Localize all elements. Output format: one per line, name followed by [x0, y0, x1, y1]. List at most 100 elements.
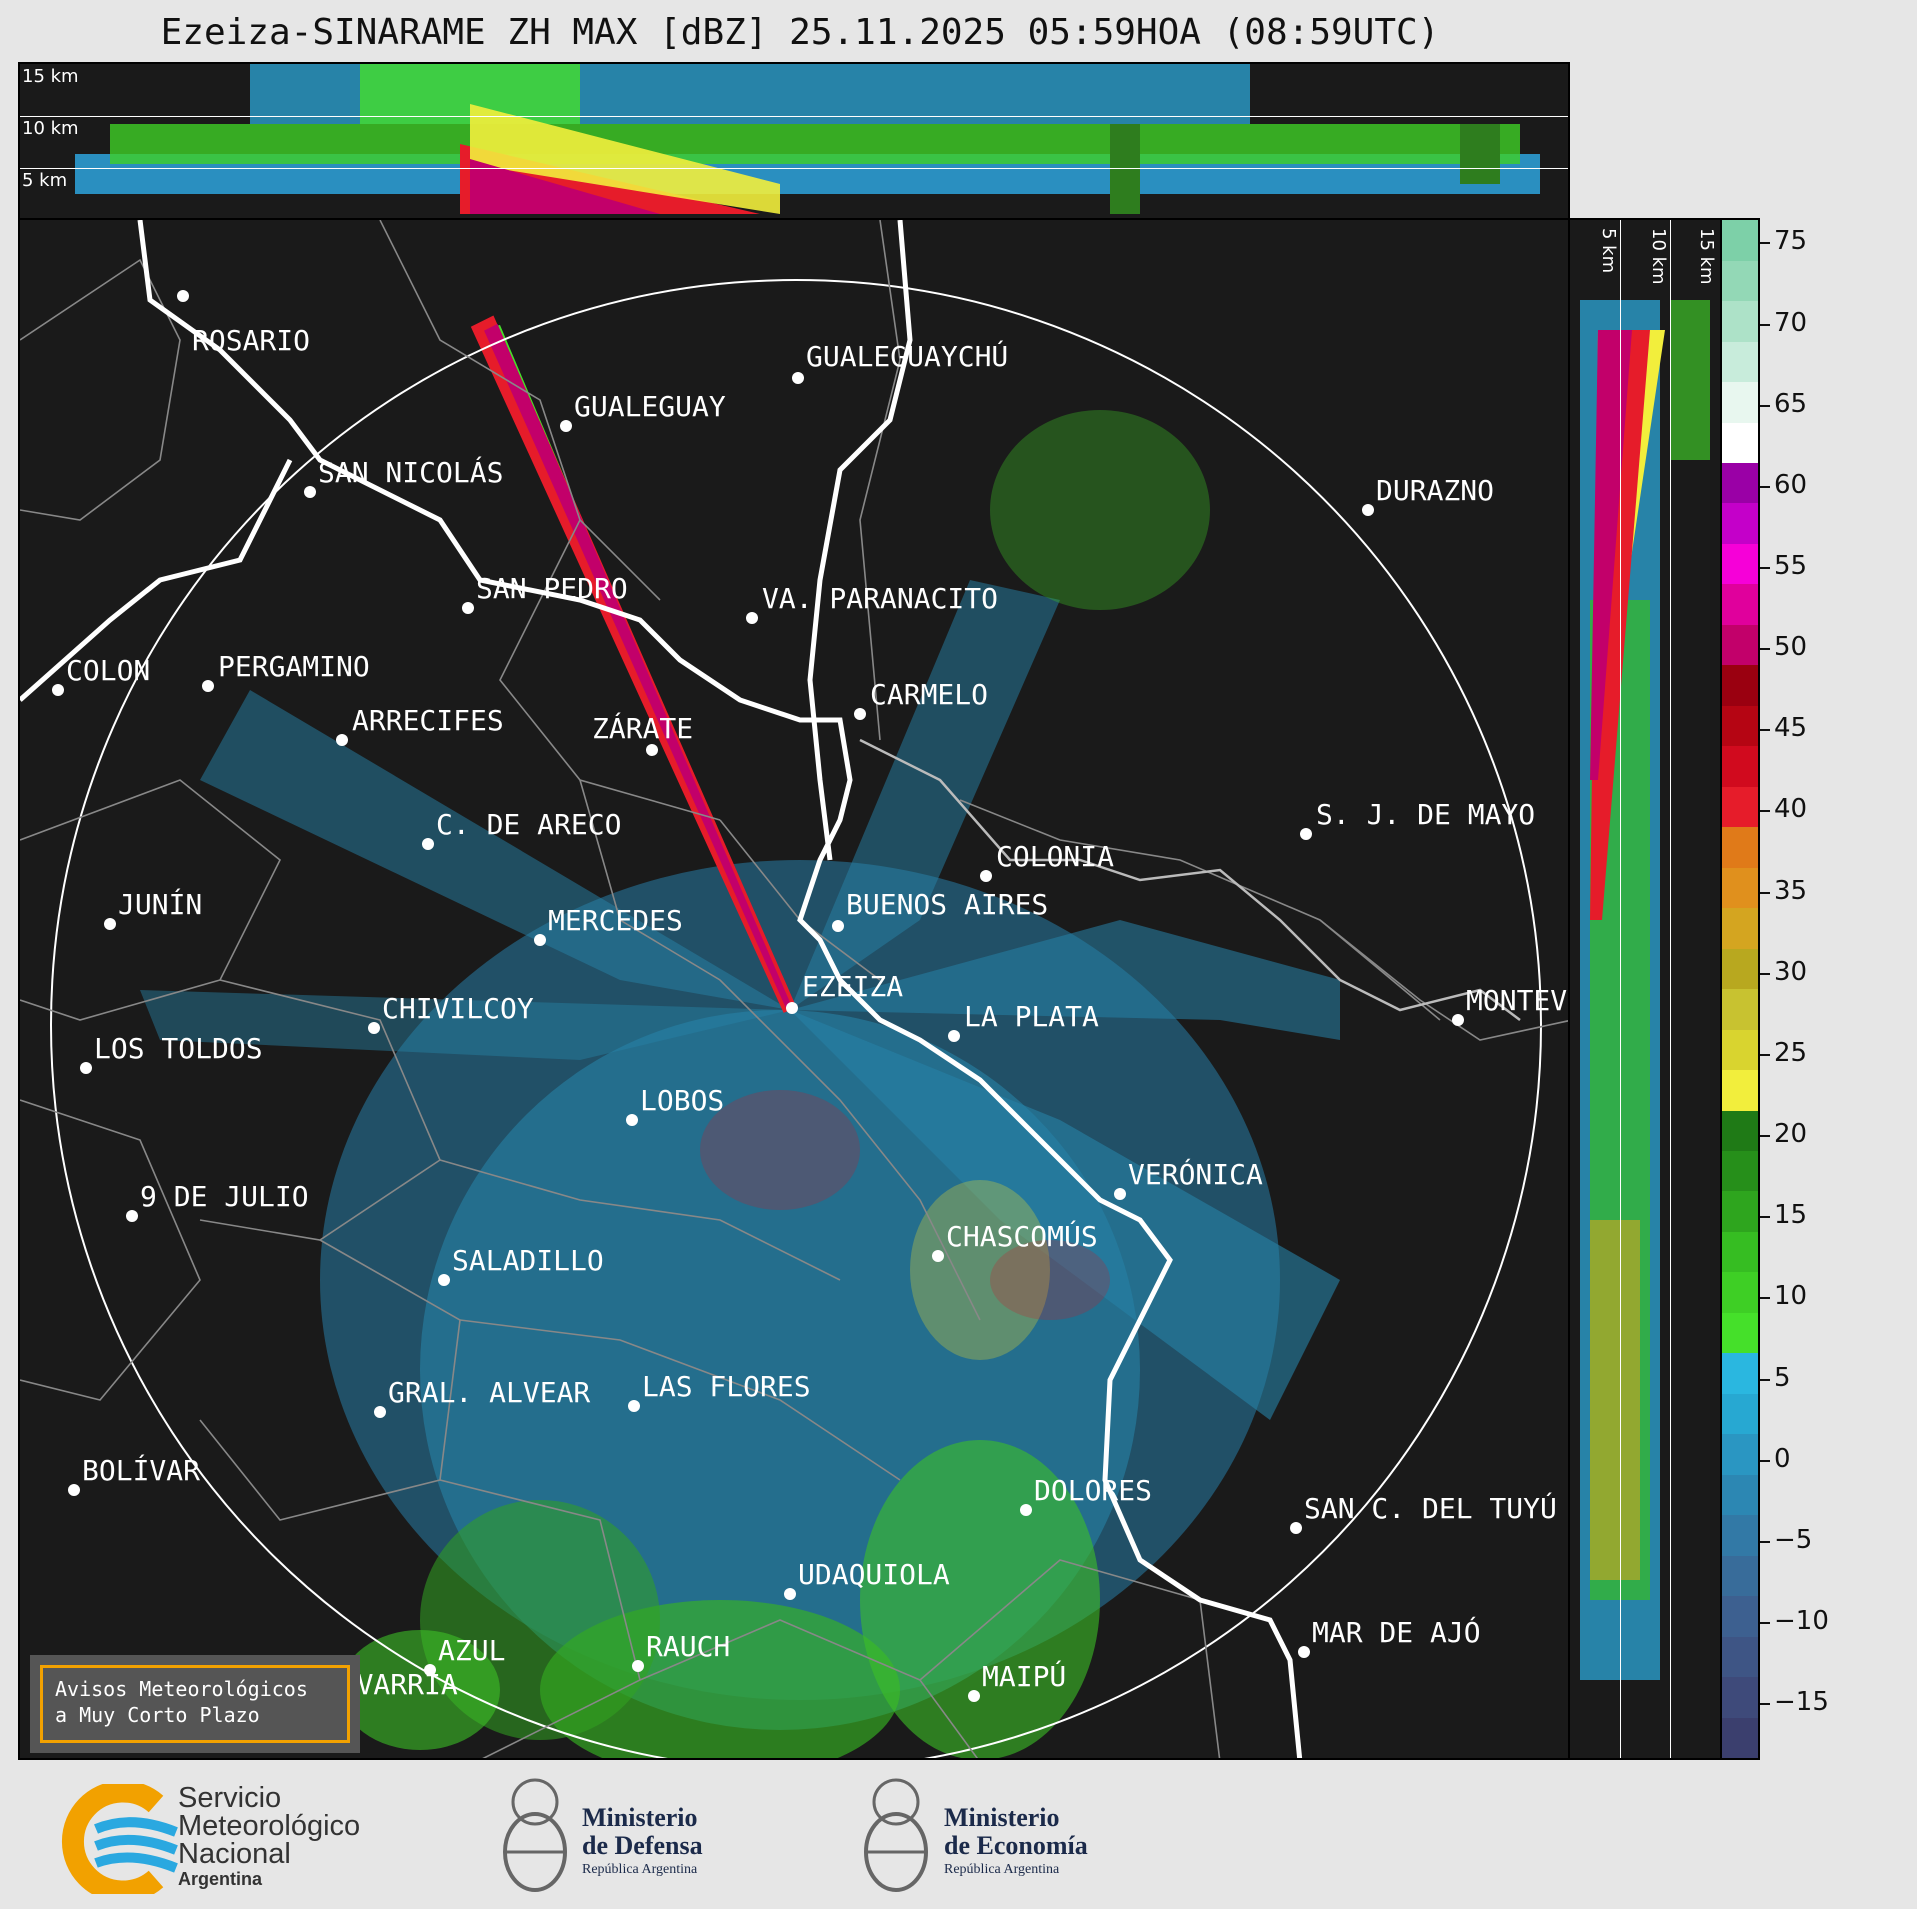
colorbar-tick-mark	[1760, 1703, 1770, 1706]
colorbar-tick-mark	[1760, 810, 1770, 813]
city-label: S. J. DE MAYO	[1316, 798, 1535, 831]
colorbar-tick-mark	[1760, 1216, 1770, 1219]
colorbar-segment	[1722, 543, 1758, 585]
colorbar-tick-label: 40	[1774, 794, 1808, 825]
colorbar-segment	[1722, 1110, 1758, 1151]
side-cross-section-panel: 5 km 10 km 15 km	[1568, 218, 1722, 1760]
city-label: 9 DE JULIO	[140, 1180, 309, 1213]
city-label: ARRECIFES	[352, 704, 504, 737]
colorbar-tick-mark	[1760, 1622, 1770, 1625]
colorbar-segment	[1722, 584, 1758, 625]
colorbar-segment	[1722, 1515, 1758, 1556]
side-label-15km: 15 km	[1696, 228, 1717, 285]
colorbar-tick-label: −10	[1774, 1606, 1829, 1637]
colorbar-tick-label: 30	[1774, 956, 1808, 987]
smn-name-line-1: Servicio	[178, 1782, 282, 1814]
colorbar-segment	[1722, 1596, 1758, 1637]
page-title: Ezeiza-SINARAME ZH MAX [dBZ] 25.11.2025 …	[160, 12, 1440, 53]
colorbar-segment	[1722, 1312, 1758, 1354]
colorbar-segment	[1722, 624, 1758, 666]
city-label: MONTEVIDEO	[1466, 984, 1570, 1017]
colorbar-segment	[1722, 1231, 1758, 1273]
colorbar-tick-label: 10	[1774, 1281, 1808, 1312]
colorbar-segment	[1722, 1029, 1758, 1071]
colorbar-segment	[1722, 867, 1758, 909]
admin-borders	[20, 220, 1568, 1758]
notice-line-1: Avisos Meteorológicos	[55, 1677, 308, 1701]
city-label: GRAL. ALVEAR	[388, 1376, 590, 1409]
uruguay-coast	[859, 738, 1521, 1021]
economia-line-1: Ministerio	[944, 1803, 1060, 1832]
coat-of-arms-icon	[503, 1778, 567, 1892]
city-label: C. DE ARECO	[436, 808, 621, 841]
smn-logo-icon	[62, 1784, 178, 1894]
city-label: ZÁRATE	[592, 711, 693, 745]
colorbar-tick-label: 60	[1774, 469, 1808, 500]
city-label: BUENOS AIRES	[846, 888, 1048, 921]
city-label: PERGAMINO	[218, 650, 370, 683]
city-label: LA PLATA	[964, 1000, 1099, 1033]
city-label: SAN C. DEL TUYÚ	[1304, 1491, 1557, 1525]
colorbar-tick-label: 65	[1774, 388, 1808, 419]
colorbar-segment	[1722, 665, 1758, 706]
colorbar-segment	[1722, 422, 1758, 463]
colorbar-tick-mark	[1760, 485, 1770, 488]
colorbar-segment	[1722, 463, 1758, 504]
top-label-10km: 10 km	[22, 118, 79, 139]
footer: Servicio Meteorológico Nacional Argentin…	[0, 1762, 1917, 1909]
colorbar-segment	[1722, 746, 1758, 787]
colorbar-tick-label: 55	[1774, 550, 1808, 581]
colorbar-segment	[1722, 1191, 1758, 1232]
economia-line-2: de Economía	[944, 1831, 1088, 1860]
city-label: RAUCH	[646, 1630, 730, 1663]
side-gridline-5km	[1620, 220, 1621, 1758]
colorbar-tick-mark	[1760, 1378, 1770, 1381]
city-label: DURAZNO	[1376, 474, 1494, 507]
city-label: JUNÍN	[118, 887, 202, 921]
colorbar-segment	[1722, 1555, 1758, 1597]
warning-notice-box[interactable]: Avisos Meteorológicos a Muy Corto Plazo	[30, 1655, 360, 1753]
city-label: COLONIA	[996, 840, 1114, 873]
smn-name-line-2: Meteorológico	[178, 1810, 361, 1842]
side-label-10km: 10 km	[1648, 228, 1669, 285]
colorbar-segment	[1722, 948, 1758, 990]
colorbar-tick-mark	[1760, 648, 1770, 651]
colorbar-segment	[1722, 827, 1758, 868]
smn-name-line-4: Argentina	[178, 1869, 263, 1889]
colorbar-tick-label: 20	[1774, 1119, 1808, 1150]
colorbar-segment	[1722, 1434, 1758, 1475]
colorbar-segment	[1722, 503, 1758, 544]
city-label: BOLÍVAR	[82, 1453, 200, 1487]
city-label: EZEIZA	[802, 970, 903, 1003]
colorbar-tick-mark	[1760, 729, 1770, 732]
side-gridline-10km	[1670, 220, 1671, 1758]
city-label: ROSARIO	[192, 324, 310, 357]
colorbar-tick-mark	[1760, 1459, 1770, 1462]
city-label: MAR DE AJÓ	[1312, 1615, 1481, 1649]
colorbar-segment	[1722, 260, 1758, 302]
colorbar-tick-mark	[1760, 323, 1770, 326]
defensa-line-2: de Defensa	[582, 1831, 703, 1860]
range-ring	[50, 279, 1542, 1758]
city-label: CHIVILCOY	[382, 992, 534, 1025]
colorbar-tick-mark	[1760, 1053, 1770, 1056]
colorbar-tick-label: 35	[1774, 875, 1808, 906]
city-label: VERÓNICA	[1128, 1157, 1263, 1191]
colorbar-segment	[1722, 1717, 1758, 1758]
city-label: CHASCOMÚS	[946, 1219, 1098, 1253]
colorbar-segment	[1722, 1070, 1758, 1111]
side-label-5km: 5 km	[1598, 228, 1619, 274]
colorbar-tick-mark	[1760, 1135, 1770, 1138]
top-label-5km: 5 km	[22, 170, 68, 191]
colorbar-segment	[1722, 1272, 1758, 1313]
echo-field	[140, 410, 1340, 1758]
city-label: COLON	[66, 654, 150, 687]
smn-name-line-3: Nacional	[178, 1838, 291, 1870]
city-label: DOLORES	[1034, 1474, 1152, 1507]
colorbar-segment	[1722, 1636, 1758, 1678]
top-cross-section-graphic	[75, 64, 1540, 214]
colorbar-tick-mark	[1760, 1297, 1770, 1300]
city-label: UDAQUIOLA	[798, 1558, 950, 1591]
colorbar-tick-mark	[1760, 891, 1770, 894]
colorbar-tick-label: 0	[1774, 1443, 1791, 1474]
